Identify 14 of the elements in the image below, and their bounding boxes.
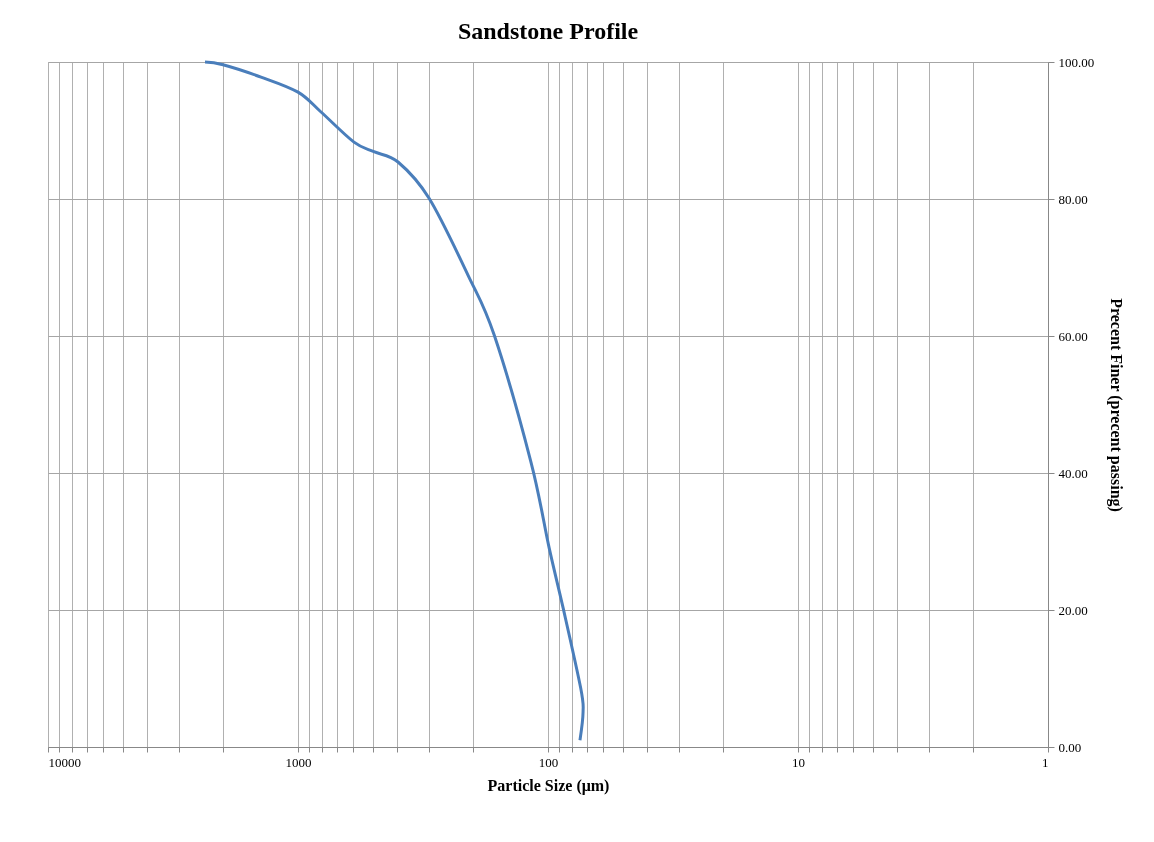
y-tick-label: 40.00 [1058,465,1088,481]
y-tick-label: 0.00 [1058,739,1082,755]
y-tick-label: 80.00 [1058,191,1088,207]
x-tick-label: 10000 [48,754,81,770]
x-tick-label: 1000 [285,754,312,770]
x-axis-title: Particle Size (μm) [487,776,610,795]
y-tick-label: 100.00 [1058,54,1095,70]
x-tick-label: 10 [792,754,805,770]
y-tick-label: 20.00 [1058,602,1088,618]
x-tick-label: 1 [1042,754,1049,770]
y-tick-label: 60.00 [1058,328,1088,344]
y-axis-title: Precent Finer (precent passing) [1107,298,1126,512]
chart-title: Sandstone Profile [457,18,639,44]
x-tick-label: 100 [538,754,559,770]
